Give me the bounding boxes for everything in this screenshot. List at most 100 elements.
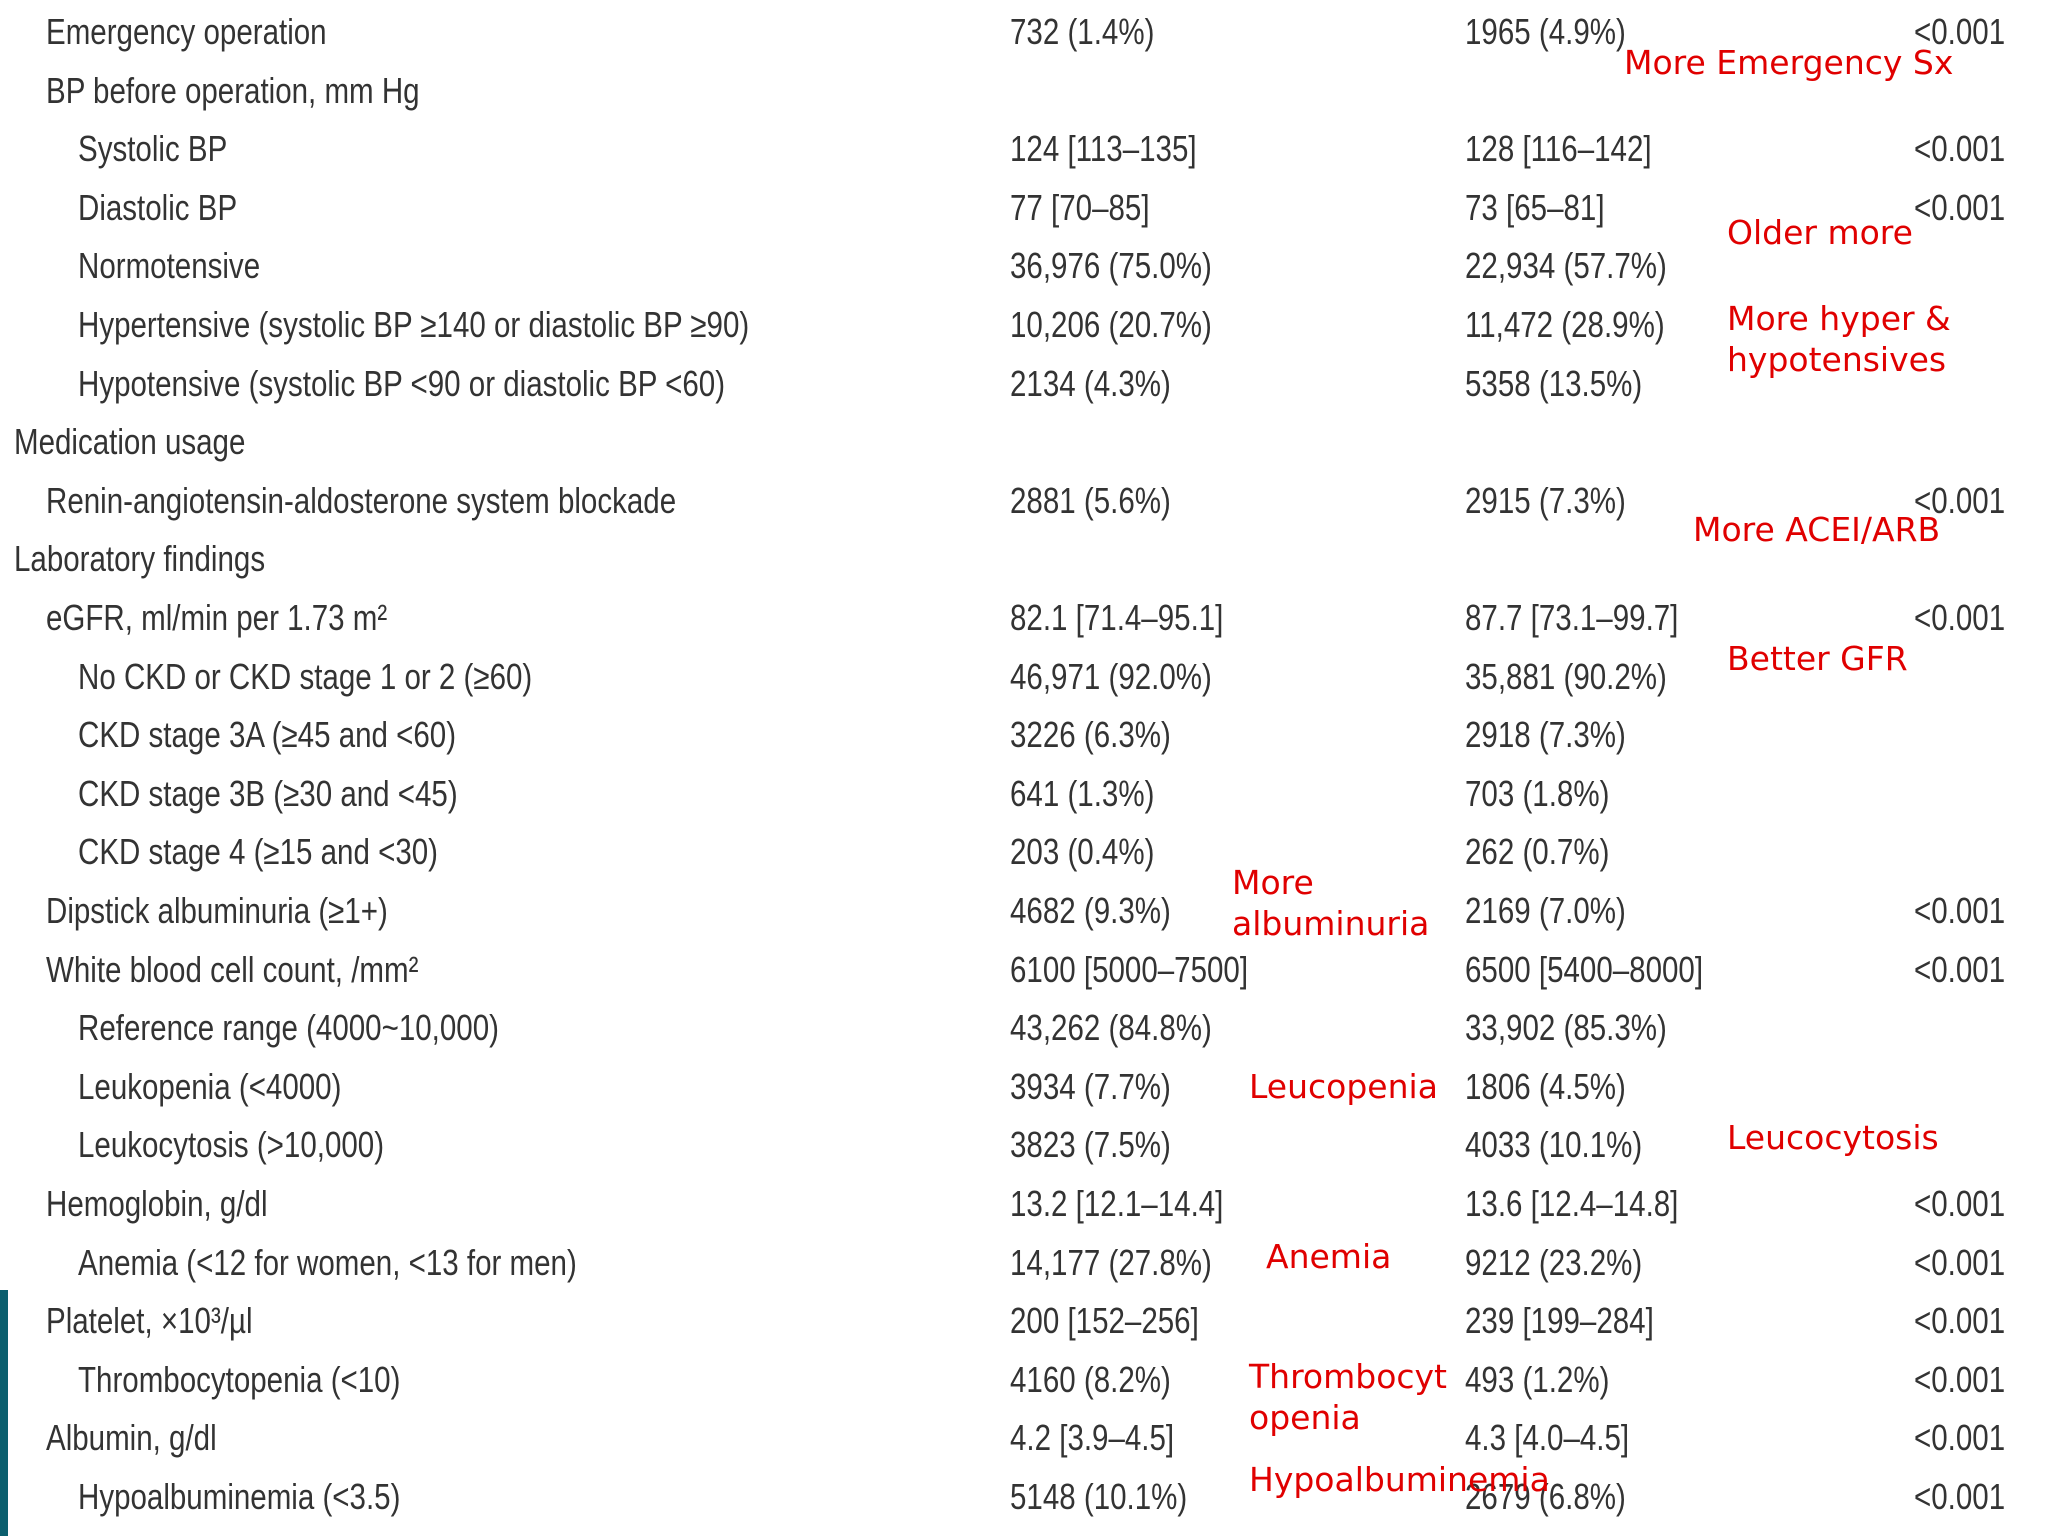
row-label: Diastolic BP: [78, 187, 238, 228]
table-row: Leukocytosis (>10,000) 3823 (7.5%) 4033 (1…: [0, 1117, 2048, 1173]
group1-value: 2134 (4.3%): [1010, 363, 1171, 404]
group1-value: 46,971 (92.0%): [1010, 656, 1212, 697]
note-more-acei-arb: More ACEI/ARB: [1693, 510, 1941, 549]
row-label: White blood cell count, /mm²: [46, 949, 419, 990]
table-row: Hemoglobin, g/dl 13.2 [12.1–14.4] 13.6 [12…: [0, 1176, 2048, 1232]
note-anemia: Anemia: [1266, 1237, 1392, 1276]
group1-value: 2881 (5.6%): [1010, 480, 1171, 521]
group1-value: 3823 (7.5%): [1010, 1124, 1171, 1165]
row-label: eGFR, ml/min per 1.73 m²: [46, 597, 388, 638]
group2-value: 33,902 (85.3%): [1465, 1007, 1667, 1048]
table-row: Renin-angiotensin-aldosterone system blo…: [0, 473, 2048, 529]
group2-value: 6500 [5400–8000]: [1465, 949, 1704, 990]
note-leucopenia: Leucopenia: [1249, 1067, 1438, 1106]
table-row: Reference range (4000~10,000) 43,262 (84.…: [0, 1000, 2048, 1056]
row-label: Leukopenia (<4000): [78, 1066, 342, 1107]
table-row: Leukopenia (<4000) 3934 (7.7%) 1806 (4.5%): [0, 1059, 2048, 1115]
group2-value: 2918 (7.3%): [1465, 714, 1626, 755]
row-label: Thrombocytopenia (<10): [78, 1359, 401, 1400]
row-label: BP before operation, mm Hg: [46, 70, 420, 111]
group1-value: 641 (1.3%): [1010, 773, 1155, 814]
row-label: CKD stage 3B (≥30 and <45): [78, 773, 458, 814]
table-row: Diastolic BP 77 [70–85] 73 [65–81] <0.001: [0, 180, 2048, 236]
group1-value: 4682 (9.3%): [1010, 890, 1171, 931]
row-label: No CKD or CKD stage 1 or 2 (≥60): [78, 656, 533, 697]
group1-value: 3226 (6.3%): [1010, 714, 1171, 755]
group2-value: 2169 (7.0%): [1465, 890, 1626, 931]
p-value: <0.001: [1914, 597, 2006, 638]
table-row: Medication usage: [0, 414, 2048, 470]
table-row: Hypertensive (systolic BP ≥140 or diasto…: [0, 297, 2048, 353]
note-hypoalbuminemia: Hypoalbuminemia: [1249, 1460, 1550, 1499]
table-row: CKD stage 3B (≥30 and <45) 641 (1.3%) 703 …: [0, 766, 2048, 822]
table-row: Albumin, g/dl 4.2 [3.9–4.5] 4.3 [4.0–4.5] <…: [0, 1410, 2048, 1466]
row-label: Hypotensive (systolic BP <90 or diastoli…: [78, 363, 726, 404]
note-more-albuminuria-line1: More: [1232, 863, 1314, 902]
row-label: Dipstick albuminuria (≥1+): [46, 890, 388, 931]
group2-value: 1806 (4.5%): [1465, 1066, 1626, 1107]
row-label: Hypoalbuminemia (<3.5): [78, 1476, 401, 1517]
table-row: Hypoalbuminemia (<3.5) 5148 (10.1%) 2679 (…: [0, 1469, 2048, 1525]
group2-value: 4033 (10.1%): [1465, 1124, 1643, 1165]
group2-value: 262 (0.7%): [1465, 831, 1610, 872]
row-label: Platelet, ×10³/µl: [46, 1300, 253, 1341]
note-more-albuminuria-line2: albuminuria: [1232, 904, 1430, 943]
note-more-emergency: More Emergency Sx: [1624, 43, 1954, 82]
group1-value: 43,262 (84.8%): [1010, 1007, 1212, 1048]
group1-value: 10,206 (20.7%): [1010, 304, 1212, 345]
table-row: CKD stage 3A (≥45 and <60) 3226 (6.3%) 291…: [0, 707, 2048, 763]
p-value: <0.001: [1914, 128, 2006, 169]
row-label: Normotensive: [78, 245, 261, 286]
table-row: Laboratory findings: [0, 531, 2048, 587]
group1-value: 5148 (10.1%): [1010, 1476, 1188, 1517]
group2-value: 35,881 (90.2%): [1465, 656, 1667, 697]
group1-value: 4160 (8.2%): [1010, 1359, 1171, 1400]
group1-value: 13.2 [12.1–14.4]: [1010, 1183, 1224, 1224]
group2-value: 493 (1.2%): [1465, 1359, 1610, 1400]
group1-value: 200 [152–256]: [1010, 1300, 1199, 1341]
p-value: <0.001: [1914, 1476, 2006, 1517]
row-label: Systolic BP: [78, 128, 228, 169]
row-label: Laboratory findings: [14, 538, 266, 579]
table-row: BP before operation, mm Hg: [0, 63, 2048, 119]
p-value: <0.001: [1914, 187, 2006, 228]
table-row: White blood cell count, /mm² 6100 [5000–7…: [0, 942, 2048, 998]
p-value: <0.001: [1914, 1183, 2006, 1224]
group2-value: 1965 (4.9%): [1465, 11, 1626, 52]
group2-value: 11,472 (28.9%): [1465, 304, 1665, 345]
table-row: Systolic BP 124 [113–135] 128 [116–142] <0.…: [0, 121, 2048, 177]
group2-value: 2679 (6.8%): [1465, 1476, 1626, 1517]
row-label: Emergency operation: [46, 11, 327, 52]
table-row: CKD stage 4 (≥15 and <30) 203 (0.4%) 262 (…: [0, 824, 2048, 880]
table-row: Thrombocytopenia (<10) 4160 (8.2%) 493 (1.…: [0, 1352, 2048, 1408]
row-label: Medication usage: [14, 421, 246, 462]
row-label: Hypertensive (systolic BP ≥140 or diasto…: [78, 304, 750, 345]
row-label: Leukocytosis (>10,000): [78, 1124, 385, 1165]
row-label: CKD stage 4 (≥15 and <30): [78, 831, 438, 872]
group2-value: 87.7 [73.1–99.7]: [1465, 597, 1679, 638]
note-older-more: Older more: [1727, 213, 1913, 252]
table-row: Normotensive 36,976 (75.0%) 22,934 (57.7%): [0, 238, 2048, 294]
group1-value: 14,177 (27.8%): [1010, 1242, 1212, 1283]
note-better-gfr: Better GFR: [1727, 639, 1908, 678]
note-hyper-hypo-line2: hypotensives: [1727, 340, 1947, 379]
note-hyper-hypo-line1: More hyper &: [1727, 299, 1951, 338]
group2-value: 703 (1.8%): [1465, 773, 1610, 814]
p-value: <0.001: [1914, 1359, 2006, 1400]
group1-value: 6100 [5000–7500]: [1010, 949, 1249, 990]
group2-value: 5358 (13.5%): [1465, 363, 1643, 404]
table-row: Emergency operation 732 (1.4%) 1965 (4.9%)…: [0, 4, 2048, 60]
row-label: Anemia (<12 for women, <13 for men): [78, 1242, 577, 1283]
group2-value: 9212 (23.2%): [1465, 1242, 1643, 1283]
note-thrombocytopenia-line1: Thrombocyt: [1249, 1357, 1447, 1396]
group2-value: 2915 (7.3%): [1465, 480, 1626, 521]
p-value: <0.001: [1914, 1242, 2006, 1283]
note-thrombocytopenia-line2: openia: [1249, 1398, 1361, 1437]
row-label: CKD stage 3A (≥45 and <60): [78, 714, 457, 755]
row-label: Reference range (4000~10,000): [78, 1007, 499, 1048]
row-label: Hemoglobin, g/dl: [46, 1183, 268, 1224]
group1-value: 77 [70–85]: [1010, 187, 1150, 228]
table-row: Platelet, ×10³/µl 200 [152–256] 239 [199–2…: [0, 1293, 2048, 1349]
group2-value: 4.3 [4.0–4.5]: [1465, 1417, 1630, 1458]
